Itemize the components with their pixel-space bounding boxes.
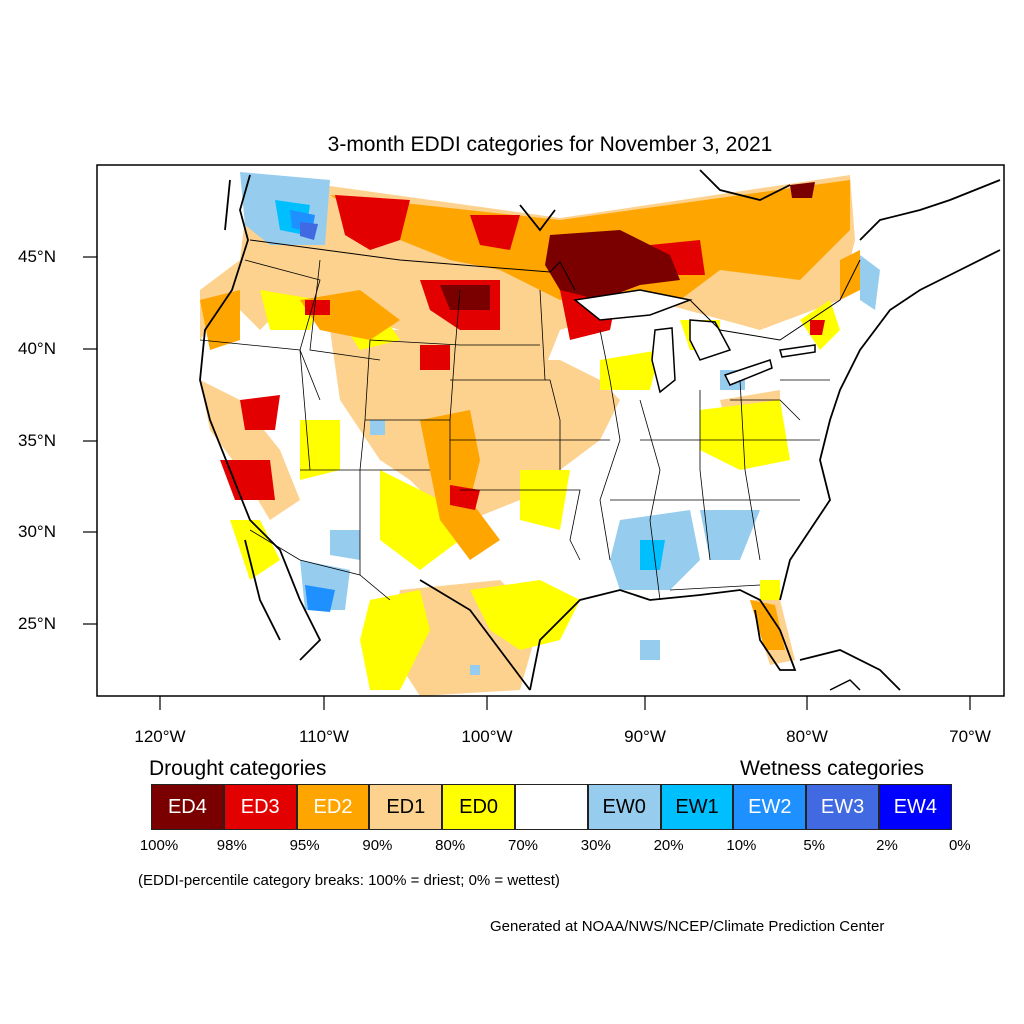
- y-ticks: [83, 256, 97, 625]
- legend-break-label: 100%: [139, 837, 179, 854]
- legend-break-label: 95%: [289, 837, 320, 854]
- legend-break-label: 0%: [948, 837, 971, 854]
- legend-swatch-ew2: EW2: [733, 784, 807, 830]
- x-label-100w: 100°W: [461, 727, 513, 746]
- legend-swatch-ew1: EW1: [660, 784, 734, 830]
- x-label-90w: 90°W: [624, 727, 666, 746]
- legend-break-label: 80%: [435, 837, 466, 854]
- x-ticks: [159, 696, 971, 710]
- footnote: (EDDI-percentile category breaks: 100% =…: [138, 872, 560, 889]
- ed4-regions: [440, 182, 815, 310]
- x-label-120w: 120°W: [134, 727, 186, 746]
- wetness-categories-heading: Wetness categories: [740, 757, 925, 780]
- y-label-25: 25°N: [18, 614, 56, 633]
- legend-break-label: 10%: [726, 837, 757, 854]
- x-label-70w: 70°W: [949, 727, 991, 746]
- legend-swatch-normal: [515, 784, 588, 830]
- legend-swatch-ew4: EW4: [879, 784, 952, 830]
- ed0-regions: [230, 290, 840, 690]
- ew3-regions: [300, 222, 318, 240]
- legend-swatch-ed0: ED0: [442, 784, 515, 830]
- y-label-35: 35°N: [18, 431, 56, 450]
- y-label-30: 30°N: [18, 522, 56, 541]
- legend-break-label: 2%: [876, 837, 898, 854]
- map-frame: [96, 164, 1005, 697]
- boundaries: [199, 169, 1001, 691]
- legend-break-label: 98%: [216, 837, 247, 854]
- legend-swatch-ed1: ED1: [369, 784, 443, 830]
- y-label-45: 45°N: [18, 247, 56, 266]
- legend-break-label: 70%: [507, 837, 539, 854]
- map-title: 3-month EDDI categories for November 3, …: [327, 133, 773, 156]
- legend-swatch-ed4: ED4: [151, 784, 224, 830]
- great-lakes: [573, 289, 816, 394]
- x-label-80w: 80°W: [786, 727, 828, 746]
- legend-swatch-ew3: EW3: [806, 784, 879, 830]
- credit: Generated at NOAA/NWS/NCEP/Climate Predi…: [490, 918, 885, 935]
- legend-break-label: 90%: [362, 837, 393, 854]
- x-label-110w: 110°W: [299, 727, 349, 746]
- legend-break-label: 20%: [653, 837, 684, 854]
- legend-swatch-ew0: EW0: [587, 784, 661, 830]
- legend-swatch-ed2: ED2: [296, 784, 370, 830]
- drought-categories-heading: Drought categories: [149, 757, 327, 780]
- legend-break-label: 30%: [580, 837, 611, 854]
- legend-break-label: 5%: [803, 837, 826, 854]
- legend-swatch-ed3: ED3: [223, 784, 297, 830]
- y-label-40: 40°N: [18, 339, 56, 358]
